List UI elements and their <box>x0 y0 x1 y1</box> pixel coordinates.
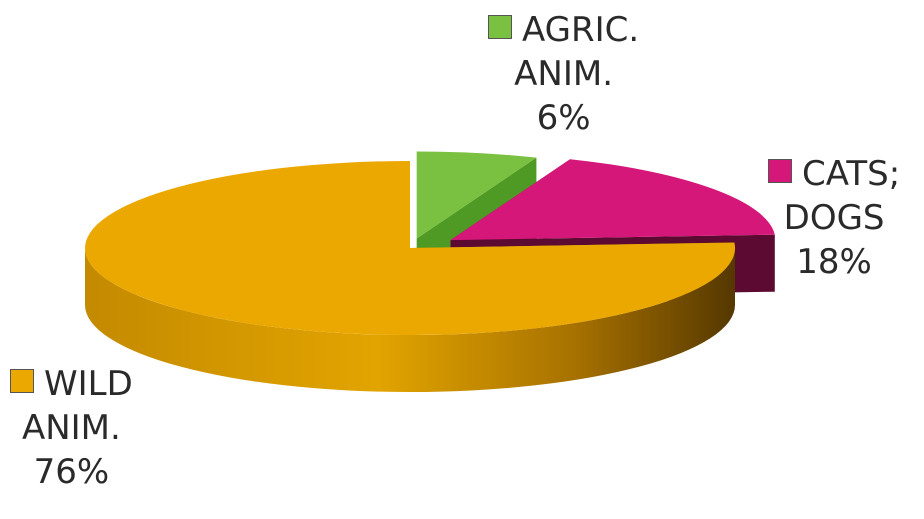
legend-label-agric-2: ANIM. <box>514 54 614 94</box>
legend-label-wild-1: WILD <box>44 364 133 404</box>
data-label-cats: 18% <box>796 242 872 282</box>
legend-item-wild: WILD ANIM. 76% <box>10 362 133 494</box>
legend-label-wild-2: ANIM. <box>21 408 121 448</box>
cats-slice <box>450 159 775 241</box>
wild-swatch <box>10 369 34 393</box>
wild-slice-wall <box>85 248 735 392</box>
wild-slice <box>85 161 736 335</box>
agric-slice <box>416 151 537 239</box>
agric-swatch <box>488 15 512 39</box>
legend-label-cats-2: DOGS <box>783 198 885 238</box>
legend-item-agric: AGRIC. ANIM. 6% <box>488 8 639 140</box>
slice-tops <box>85 151 775 335</box>
data-label-wild: 76% <box>33 452 110 492</box>
legend-item-cats: CATS; DOGS 18% <box>768 152 900 284</box>
legend-label-agric-1: AGRIC. <box>522 10 640 50</box>
cats-swatch <box>768 159 792 183</box>
legend-label-cats-1: CATS; <box>802 154 901 194</box>
data-label-agric: 6% <box>536 98 591 138</box>
